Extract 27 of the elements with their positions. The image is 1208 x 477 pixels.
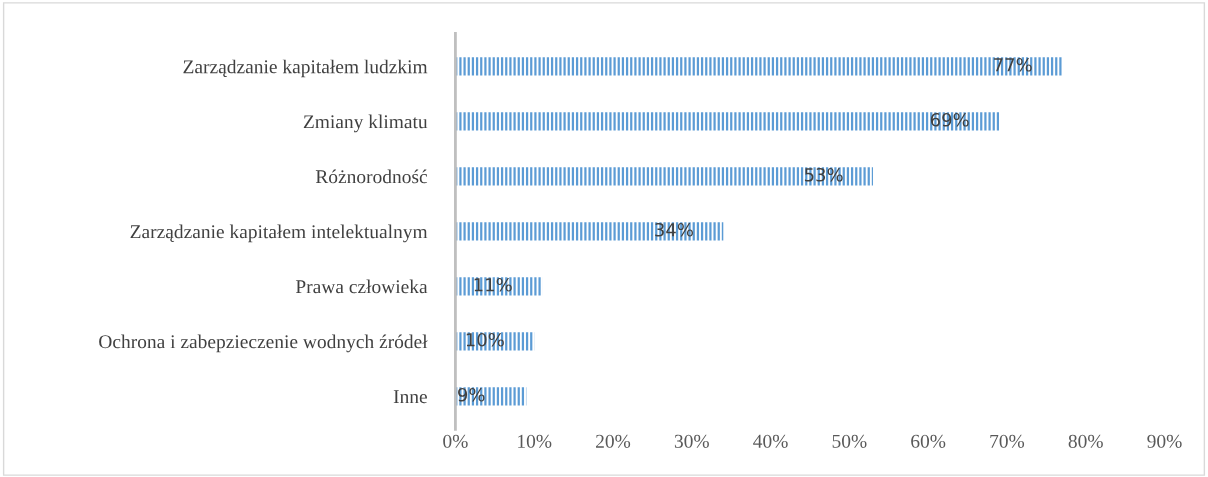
data-label: 34% [655, 222, 693, 237]
x-tick-label: 30% [674, 434, 709, 448]
y-tick-label: Różnorodność [315, 169, 428, 184]
bar [455, 112, 1000, 131]
y-tick-label: Ochrona i zabepzieczenie wodnych źródeł [99, 334, 428, 353]
y-tick-label: Zarządzanie kapitałem intelektualnym [130, 224, 428, 243]
x-tick-label: 10% [518, 434, 552, 448]
x-tick-label: 90% [1147, 434, 1182, 448]
x-tick-label: 40% [753, 434, 788, 448]
data-label: 9% [458, 387, 485, 402]
data-label: 10% [466, 332, 504, 347]
bar [455, 167, 873, 186]
x-tick-label: 50% [832, 434, 867, 448]
bar [455, 222, 724, 241]
x-tick-label: 70% [990, 434, 1025, 448]
y-tick-label: Inne [393, 390, 427, 404]
data-label: 69% [930, 112, 969, 127]
y-tick-label: Zmiany klimatu [303, 114, 428, 133]
bar [455, 57, 1063, 76]
data-label: 11% [474, 277, 512, 292]
y-tick-label: Zarządzanie kapitałem ludzkim [183, 59, 428, 78]
x-tick-label: 80% [1068, 434, 1103, 448]
x-tick-label: 20% [596, 434, 631, 448]
x-tick-label: 0% [443, 434, 468, 448]
data-label: 53% [804, 167, 843, 182]
y-tick-label: Prawa człowieka [295, 279, 428, 294]
x-tick-label: 60% [911, 434, 946, 448]
